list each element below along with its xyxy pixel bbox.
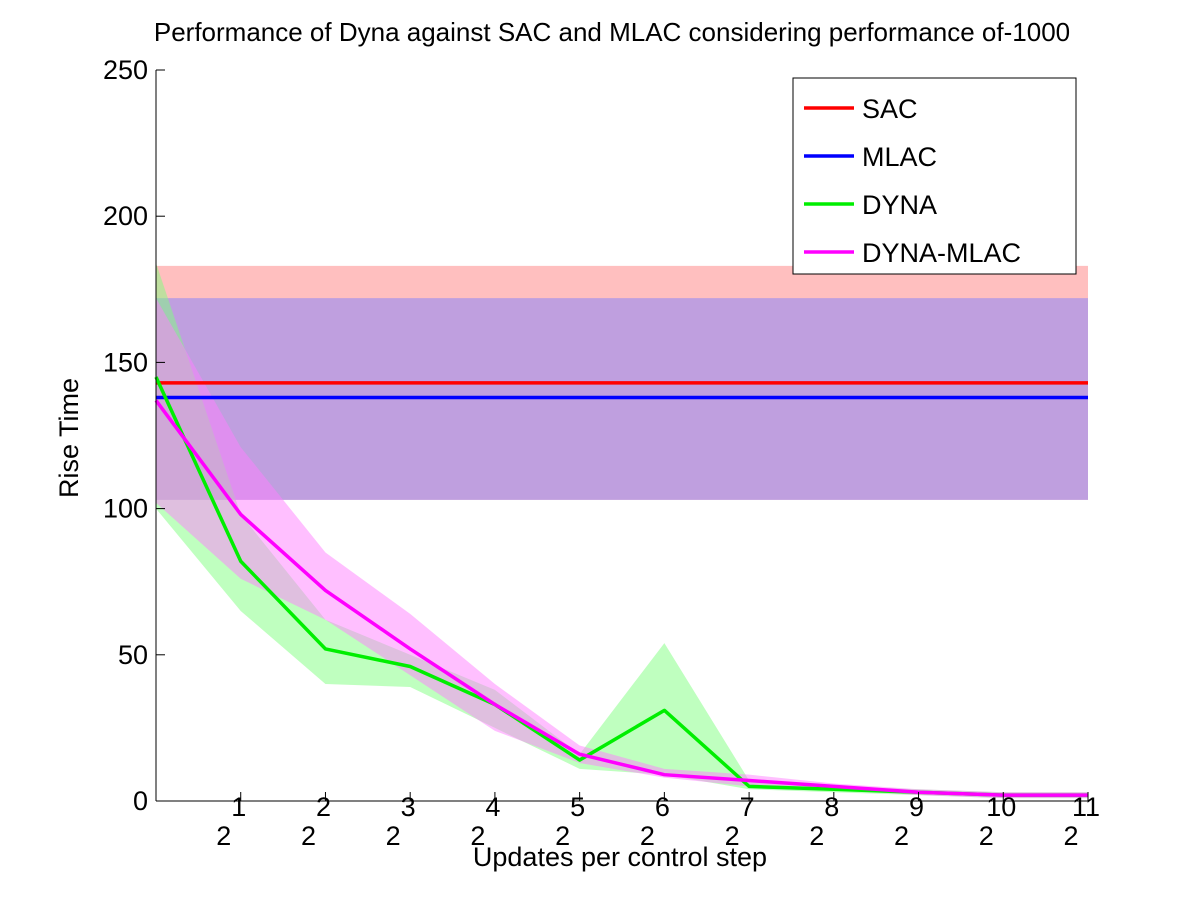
x-tick-base: 2 [301,821,316,851]
legend-label-sac: SAC [862,94,918,124]
x-tick-exponent: 11 [1072,792,1100,822]
x-tick-base: 2 [640,821,655,851]
x-tick-base: 2 [470,821,485,851]
x-axis-label: Updates per control step [473,842,767,872]
x-tick-exponent: 8 [824,792,839,822]
x-tick-base: 2 [216,821,231,851]
legend-label-dyna-mlac: DYNA-MLAC [862,238,1021,268]
x-tick-exponent: 1 [231,792,246,822]
x-tick-exponent: 10 [986,792,1016,822]
band-dyna [156,262,1088,799]
x-tick-base: 2 [1063,821,1078,851]
legend: SAC MLAC DYNA DYNA-MLAC [792,77,1077,275]
x-tick-exponent: 9 [909,792,924,822]
legend-box [792,77,1077,275]
x-tick-exponent: 6 [655,792,670,822]
x-tick-base: 2 [725,821,740,851]
y-tick-label: 0 [133,786,148,816]
y-axis-label: Rise Time [54,378,84,498]
y-tick-label: 150 [103,347,148,377]
x-tick-exponent: 3 [401,792,416,822]
y-tick-label: 50 [118,640,148,670]
x-tick-base: 2 [809,821,824,851]
y-tick-label: 100 [103,494,148,524]
line-dyna-mlac [154,399,1088,797]
chart-title: Performance of Dyna against SAC and MLAC… [154,17,1070,47]
y-tick-label: 200 [103,201,148,231]
x-tick-base: 2 [979,821,994,851]
legend-label-dyna: DYNA [862,190,937,220]
x-tick-base: 2 [555,821,570,851]
x-tick-exponent: 7 [740,792,755,822]
x-tick-exponent: 2 [316,792,331,822]
x-tick-base: 2 [386,821,401,851]
x-tick-exponent: 4 [485,792,500,822]
y-tick-label: 250 [103,55,148,85]
x-tick-exponent: 5 [570,792,585,822]
legend-label-mlac: MLAC [862,142,937,172]
x-tick-base: 2 [894,821,909,851]
series-lines [154,376,1088,797]
